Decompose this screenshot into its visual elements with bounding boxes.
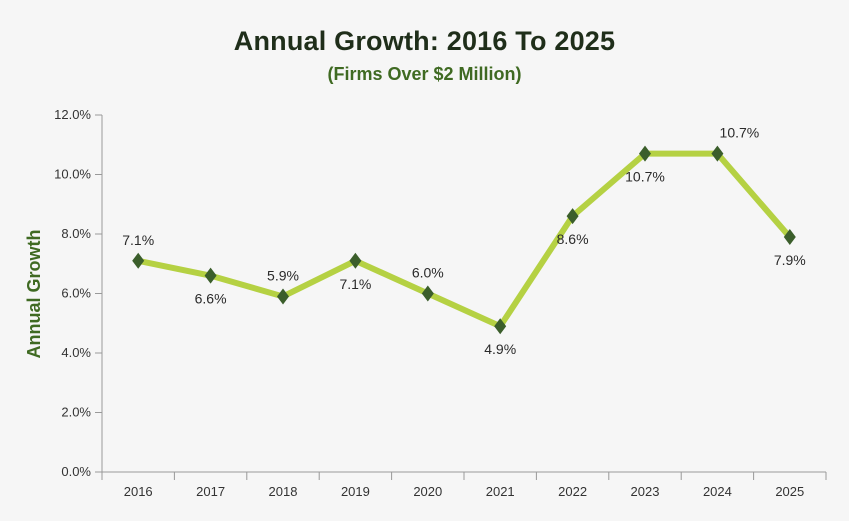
y-axis-label: Annual Growth [24,230,44,359]
x-tick-label: 2021 [486,484,515,499]
data-point-marker [421,285,434,302]
y-tick-label: 10.0% [54,167,91,182]
data-point-marker [494,318,507,335]
y-tick-label: 12.0% [54,107,91,122]
data-label: 6.6% [195,291,227,307]
y-tick-label: 6.0% [61,286,91,301]
x-tick-label: 2022 [558,484,587,499]
x-tick-label: 2025 [775,484,804,499]
data-point-marker [132,252,145,269]
data-point-marker [349,252,362,269]
series: 7.1% 6.6% 5.9% 7.1% 6.0% 4.9% 8.6% 10.7% 10.7% 7.… [122,125,806,358]
data-label: 7.1% [122,232,154,248]
data-label: 5.9% [267,267,299,283]
y-tick-label: 0.0% [61,464,91,479]
data-label: 10.7% [720,125,760,141]
series-line [137,150,793,331]
data-label: 10.7% [625,169,665,185]
chart-title: Annual Growth: 2016 To 2025 [233,26,616,56]
x-tick-label: 2023 [631,484,660,499]
data-label: 8.6% [557,231,589,247]
data-label: 6.0% [412,265,444,281]
data-label: 7.9% [774,252,806,268]
y-tick-label: 2.0% [61,405,91,420]
x-tick-label: 2018 [269,484,298,499]
data-point-marker [639,145,651,162]
data-point-marker [711,145,724,162]
x-tick-label: 2024 [703,484,732,499]
chart-subtitle: (Firms Over $2 Million) [327,64,522,84]
y-tick-label: 4.0% [61,345,91,360]
data-point-marker [783,228,796,245]
x-tick-label: 2017 [196,484,225,499]
data-point-marker [204,267,217,284]
data-point-marker [566,208,579,225]
x-tick-label: 2020 [413,484,442,499]
y-tick-label: 8.0% [61,226,91,241]
data-label: 4.9% [484,341,516,357]
data-point-marker [277,288,289,305]
axes: 0.0% 2.0% 4.0% 6.0% 8.0% 10.0% 12.0% 2016 2017 20… [54,107,827,499]
data-label: 7.1% [339,276,371,292]
x-tick-label: 2016 [124,484,153,499]
x-tick-label: 2019 [341,484,370,499]
